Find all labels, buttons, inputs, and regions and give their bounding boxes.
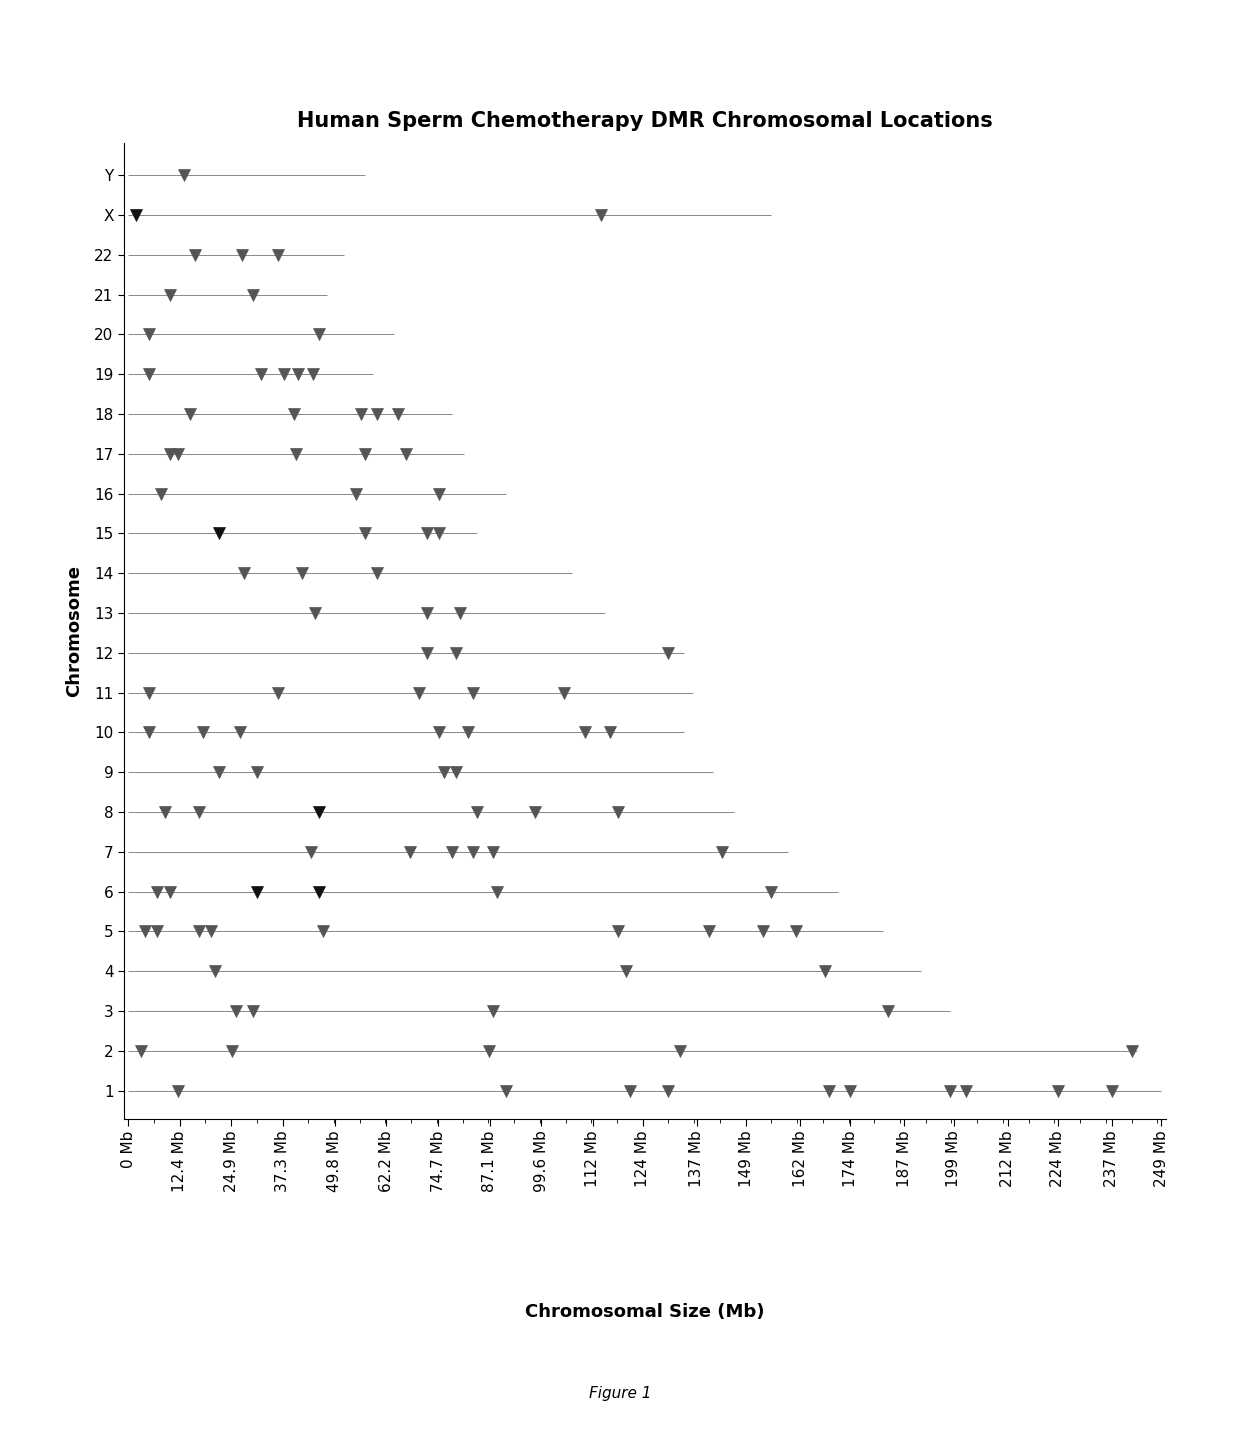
Title: Human Sperm Chemotherapy DMR Chromosomal Locations: Human Sperm Chemotherapy DMR Chromosomal… bbox=[296, 110, 993, 130]
X-axis label: Chromosomal Size (Mb): Chromosomal Size (Mb) bbox=[525, 1304, 765, 1321]
Text: Figure 1: Figure 1 bbox=[589, 1387, 651, 1401]
Y-axis label: Chromosome: Chromosome bbox=[64, 565, 83, 697]
